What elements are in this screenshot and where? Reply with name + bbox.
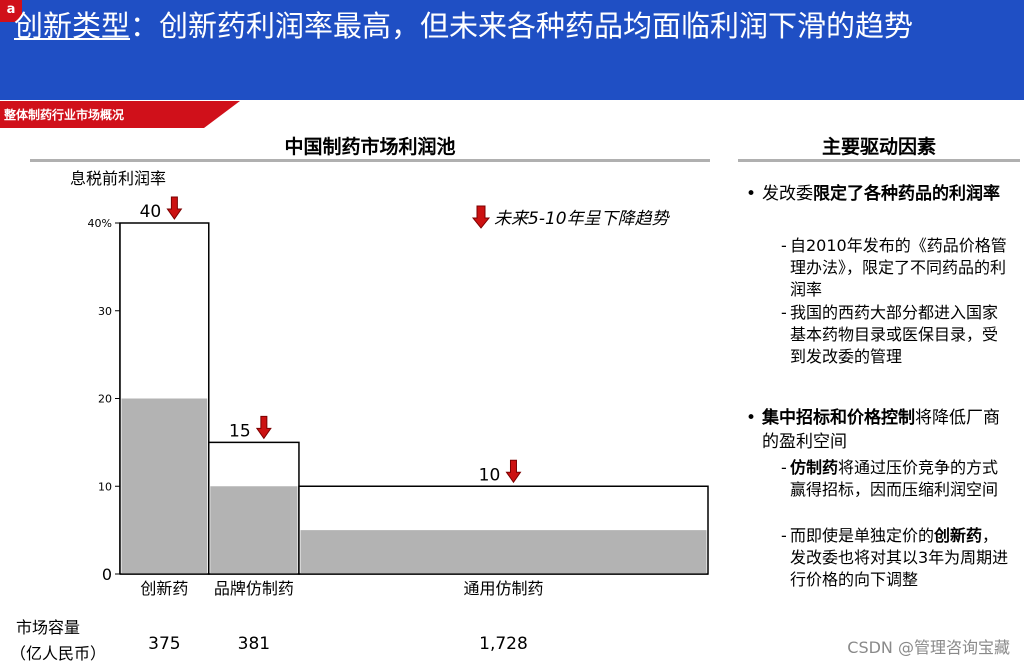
drivers-heading-rule	[738, 159, 1020, 162]
driver-1-sub-1: - 自2010年发布的《药品价格管理办法》，限定了不同药品的利润率	[781, 235, 1012, 301]
sub-dash: -	[781, 303, 787, 322]
page-badge: a	[0, 0, 22, 22]
bullet-dot: •	[746, 408, 757, 428]
y-tick-label: 40%	[88, 217, 112, 230]
header-bar	[0, 0, 1024, 100]
driver-2-emphasis: 集中招标和价格控制	[762, 408, 915, 428]
bullet-dot: •	[746, 184, 757, 204]
driver-2-sub-2-pre: 而即使是单独定价的	[790, 526, 935, 545]
bar-value-label: 15	[229, 421, 251, 441]
down-arrow-icon	[255, 415, 272, 440]
market-size-label: 市场容量	[16, 618, 81, 637]
driver-1-sub-1-text: 自2010年发布的《药品价格管理办法》，限定了不同药品的利润率	[790, 236, 1007, 299]
sub-dash: -	[781, 236, 787, 255]
market-size-unit: （亿人民币）	[10, 644, 107, 663]
watermark: CSDN @管理咨询宝藏	[847, 638, 1010, 657]
category-label: 创新药	[140, 579, 188, 598]
bar-fill	[210, 486, 298, 574]
driver-bullet-1: • 发改委限定了各种药品的利润率	[746, 182, 1012, 206]
driver-2-sub-1-text: 将通过压价竞争的方式赢得招标，因而压缩利润空间	[790, 458, 999, 499]
category-label: 品牌仿制药	[214, 579, 294, 598]
bar-value-label: 40	[140, 202, 162, 222]
driver-2-sub-1-emphasis: 仿制药	[790, 458, 839, 477]
driver-2-sub-2: - 而即使是单独定价的创新药，发改委也将对其以3年为周期进行价格的向下调整	[781, 525, 1012, 591]
legend: 未来5-10年呈下降趋势	[471, 205, 671, 229]
driver-1-sub-2: - 我国的西药大部分都进入国家基本药物目录或医保目录，受到发改委的管理	[781, 302, 1012, 368]
driver-1-emphasis: 限定了各种药品的利润率	[813, 184, 1000, 204]
drivers-heading: 主要驱动因素	[821, 136, 936, 158]
down-arrow-icon	[166, 196, 183, 220]
title-keyword: 创新类型	[14, 9, 131, 43]
driver-2-rest: 将降低厂商的盈利空间	[762, 408, 1000, 452]
section-tag: 整体制药行业市场概况	[0, 101, 240, 128]
category-label: 通用仿制药	[463, 579, 543, 598]
y-axis-label: 息税前利润率	[70, 169, 166, 188]
title-text: ：创新药利润率最高，但未来各种药品均面临利润下滑的趋势	[130, 9, 914, 43]
y-tick-label: 0	[102, 565, 112, 584]
bars: 40 创新药 375 15 品牌仿制药 381 10 通用仿制药 1,728	[119, 196, 709, 654]
page-title: 创新类型：创新药利润率最高，但未来各种药品均面临利润下滑的趋势	[14, 6, 1004, 47]
chart-heading-rule	[30, 159, 710, 162]
driver-bullet-2: • 集中招标和价格控制将降低厂商的盈利空间	[746, 406, 1012, 454]
legend-label: 未来5-10年呈下降趋势	[494, 209, 671, 229]
bar-value-label: 10	[479, 465, 501, 485]
driver-1-prefix: 发改委	[762, 184, 813, 204]
y-tick-label: 20	[98, 393, 112, 406]
driver-2-sub-2-emphasis: 创新药	[934, 526, 983, 545]
sub-dash: -	[781, 458, 787, 477]
y-tick-label: 30	[98, 305, 112, 318]
legend-down-arrow-icon	[471, 205, 491, 229]
chart-heading: 中国制药市场利润池	[284, 136, 456, 158]
driver-1-sub-2-text: 我国的西药大部分都进入国家基本药物目录或医保目录，受到发改委的管理	[790, 303, 999, 366]
bar-fill	[121, 398, 208, 574]
driver-2-sub-1: - 仿制药将通过压价竞争的方式赢得招标，因而压缩利润空间	[781, 457, 1012, 501]
market-size-value: 1,728	[479, 634, 528, 654]
market-size-value: 375	[148, 634, 180, 654]
bar-fill	[300, 530, 707, 574]
driver-2-sub-2-text: ，发改委也将对其以3年为周期进行价格的向下调整	[790, 526, 1009, 589]
y-tick-label: 10	[98, 480, 112, 493]
section-tag-label: 整体制药行业市场概况	[4, 108, 125, 122]
sub-dash: -	[781, 526, 787, 545]
down-arrow-icon	[505, 459, 522, 484]
market-size-value: 381	[238, 634, 270, 654]
